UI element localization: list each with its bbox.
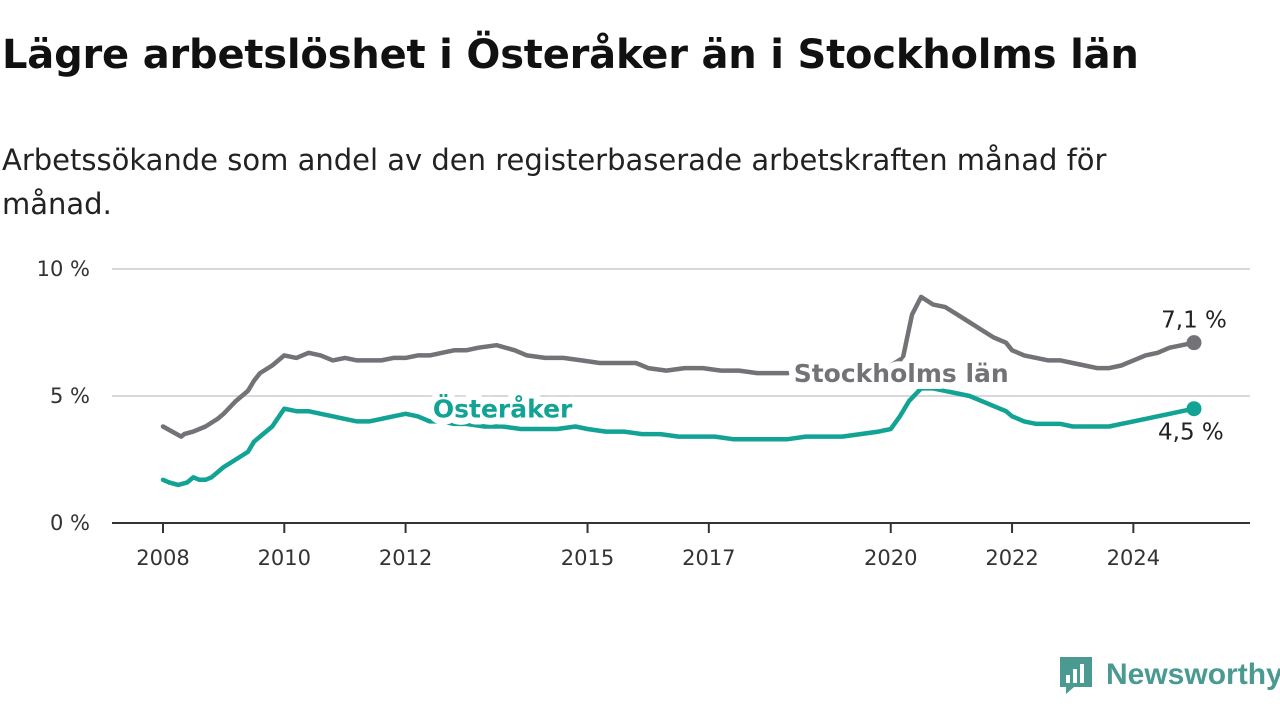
x-tick-label: 2010: [258, 546, 311, 570]
y-tick-label: 10 %: [37, 257, 90, 281]
stockholm-line-end-point: [1186, 335, 1202, 351]
x-tick-label: 2024: [1107, 546, 1160, 570]
stockholm-series-label-halo: Stockholms län: [794, 359, 1009, 388]
brand-name: Newsworthy: [1106, 658, 1280, 691]
osteraker-series-label: Österåker: [433, 394, 573, 424]
line-chart: 0 % 5 % 10 % 2008 2010 2012 2015 2017 2020 2022 20…: [37, 257, 1250, 570]
axis-layer: 0 % 5 % 10 % 2008 2010 2012 2015 2017 2020 2022 20…: [37, 257, 1250, 570]
stockholm-line: [160, 294, 1197, 439]
chart-title: Lägre arbetslöshet i Österåker än i Stoc…: [2, 32, 1139, 78]
newsworthy-logo: Newsworthy: [1058, 654, 1280, 696]
stockholm-end-label: 7,1 %: [1161, 308, 1227, 334]
series-layer: [160, 294, 1202, 488]
x-tick-label: 2012: [379, 546, 432, 570]
osteraker-end-label: 4,5 %: [1158, 420, 1224, 446]
grid-layer: [112, 268, 1250, 397]
y-tick-label: 0 %: [50, 511, 90, 535]
chart-subtitle: Arbetssökande som andel av den registerb…: [2, 143, 1107, 221]
bar-chart-speech-bubble-icon: [1060, 657, 1092, 694]
osteraker-line: [160, 386, 1197, 488]
y-tick-label: 5 %: [50, 384, 90, 408]
osteraker-series-label-halo: Österåker: [433, 394, 573, 424]
x-tick-label: 2008: [136, 546, 189, 570]
x-tick-label: 2015: [561, 546, 614, 570]
osteraker-line-end-point: [1186, 401, 1202, 417]
x-tick-label: 2017: [682, 546, 735, 570]
x-tick-label: 2022: [985, 546, 1038, 570]
stockholm-series-label: Stockholms län: [794, 359, 1009, 388]
x-tick-label: 2020: [864, 546, 917, 570]
